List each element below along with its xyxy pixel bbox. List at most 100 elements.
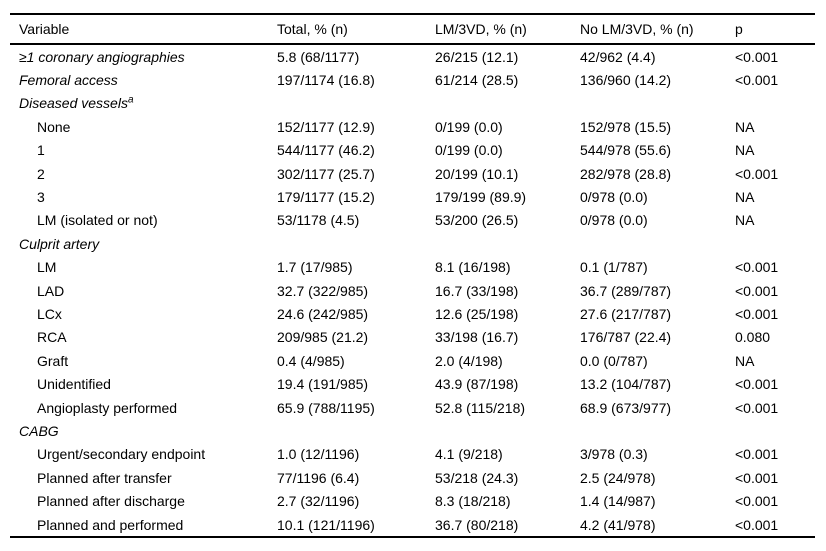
row-label-text: LAD [37, 282, 65, 299]
section-row: Diseased vesselsa [10, 92, 815, 115]
lm3vd-cell: 20/199 (10.1) [435, 165, 519, 182]
no-lm3vd-cell: 282/978 (28.8) [580, 165, 672, 182]
row-label-text: LM [37, 259, 57, 276]
row-label-text: None [37, 118, 71, 135]
row-label-text: 1 [37, 142, 45, 159]
row-label: Planned after discharge [10, 489, 277, 512]
row-label: Unidentified [10, 372, 277, 395]
no-lm3vd-cell: 36.7 (289/787) [580, 282, 672, 299]
row-label-text: Graft [37, 352, 69, 369]
table-row: 3 179/1177 (15.2) 179/199 (89.9) 0/978 (0.0… [10, 185, 815, 208]
no-lm3vd-cell: 2.5 (24/978) [580, 469, 656, 486]
table-header: Variable Total, % (n) LM/3VD, % (n) No L… [10, 14, 815, 44]
lm3vd-cell: 53/200 (26.5) [435, 212, 519, 229]
table-row: Planned after transfer 77/1196 (6.4) 53/21… [10, 466, 815, 489]
row-label: Culprit artery [10, 232, 277, 255]
header-row: Variable Total, % (n) LM/3VD, % (n) No L… [10, 14, 815, 44]
table-row: Planned after discharge 2.7 (32/1196) 8.3 … [10, 489, 815, 512]
row-label-text: Planned after transfer [37, 469, 172, 486]
p-value-cell: <0.001 [735, 282, 779, 299]
p-value-cell: <0.001 [735, 493, 779, 510]
total-cell [277, 419, 435, 442]
row-label-text: Planned after discharge [37, 493, 185, 510]
table-row: Graft 0.4 (4/985) 2.0 (4/198) 0.0 (0/787) NA [10, 349, 815, 372]
row-label: Planned and performed [10, 513, 277, 537]
no-lm3vd-cell: 27.6 (217/787) [580, 305, 672, 322]
lm3vd-cell: 0/199 (0.0) [435, 118, 503, 135]
table-row: RCA 209/985 (21.2) 33/198 (16.7) 176/787 (2… [10, 326, 815, 349]
p-value-cell [735, 232, 815, 255]
table-row: LAD 32.7 (322/985) 16.7 (33/198) 36.7 (289/… [10, 279, 815, 302]
lm3vd-cell: 8.1 (16/198) [435, 259, 511, 276]
p-value-cell: <0.001 [735, 72, 779, 89]
col-header-p: p [735, 21, 743, 37]
table-row: Femoral access 197/1174 (16.8) 61/214 (28.… [10, 68, 815, 91]
no-lm3vd-cell: 4.2 (41/978) [580, 516, 656, 533]
row-label: Diseased vesselsa [10, 92, 277, 115]
table-row: ≥1 coronary angiographies 5.8 (68/1177) 26… [10, 44, 815, 68]
no-lm3vd-cell: 176/787 (22.4) [580, 329, 672, 346]
p-value-cell: <0.001 [735, 376, 779, 393]
row-label-text: RCA [37, 329, 67, 346]
lm3vd-cell [435, 232, 580, 255]
total-cell: 24.6 (242/985) [277, 305, 369, 322]
lm3vd-cell [435, 92, 580, 115]
p-value-cell [735, 92, 815, 115]
table-row: 1 544/1177 (46.2) 0/199 (0.0) 544/978 (55.6… [10, 139, 815, 162]
lm3vd-cell: 12.6 (25/198) [435, 305, 519, 322]
row-label: Graft [10, 349, 277, 372]
row-label-text: Femoral access [19, 72, 118, 89]
col-header-total: Total, % (n) [277, 21, 348, 37]
table-row: LM (isolated or not) 53/1178 (4.5) 53/200 … [10, 209, 815, 232]
row-label: 3 [10, 185, 277, 208]
no-lm3vd-cell: 1.4 (14/987) [580, 493, 656, 510]
lm3vd-cell: 36.7 (80/218) [435, 516, 519, 533]
p-value-cell: NA [735, 118, 755, 135]
row-label: RCA [10, 326, 277, 349]
table-row: None 152/1177 (12.9) 0/199 (0.0) 152/978 (1… [10, 115, 815, 138]
p-value-cell: <0.001 [735, 48, 779, 65]
lm3vd-cell: 52.8 (115/218) [435, 399, 526, 416]
row-label: CABG [10, 419, 277, 442]
row-label-text: 3 [37, 189, 45, 206]
no-lm3vd-cell: 136/960 (14.2) [580, 72, 672, 89]
p-value-cell: <0.001 [735, 165, 779, 182]
lm3vd-cell: 26/215 (12.1) [435, 48, 519, 65]
row-label: Angioplasty performed [10, 396, 277, 419]
lm3vd-cell: 179/199 (89.9) [435, 189, 527, 206]
lm3vd-cell: 53/218 (24.3) [435, 469, 519, 486]
total-cell: 0.4 (4/985) [277, 352, 345, 369]
row-label-text: 2 [37, 165, 45, 182]
table-row: Angioplasty performed 65.9 (788/1195) 52.8… [10, 396, 815, 419]
p-value-cell: NA [735, 212, 755, 229]
table-row: Planned and performed 10.1 (121/1196) 36.7… [10, 513, 815, 537]
no-lm3vd-cell: 0/978 (0.0) [580, 189, 648, 206]
lm3vd-cell: 16.7 (33/198) [435, 282, 519, 299]
p-value-cell: NA [735, 352, 755, 369]
p-value-cell: <0.001 [735, 305, 779, 322]
table-row: 2 302/1177 (25.7) 20/199 (10.1) 282/978 (28… [10, 162, 815, 185]
table-body: ≥1 coronary angiographies 5.8 (68/1177) 26… [10, 44, 815, 537]
col-header-no-lm3vd: No LM/3VD, % (n) [580, 21, 694, 37]
no-lm3vd-cell: 0/978 (0.0) [580, 212, 648, 229]
no-lm3vd-cell [580, 419, 735, 442]
row-label-text: Planned and performed [37, 516, 184, 533]
table-row: LM 1.7 (17/985) 8.1 (16/198) 0.1 (1/787) <0.… [10, 256, 815, 279]
total-cell: 209/985 (21.2) [277, 329, 369, 346]
total-cell: 302/1177 (25.7) [277, 165, 375, 182]
row-label: Planned after transfer [10, 466, 277, 489]
total-cell: 152/1177 (12.9) [277, 118, 375, 135]
lm3vd-cell: 8.3 (18/218) [435, 493, 511, 510]
p-value-cell: <0.001 [735, 399, 779, 416]
col-header-variable: Variable [19, 21, 70, 37]
row-label: LM [10, 256, 277, 279]
p-value-cell: 0.080 [735, 329, 771, 346]
row-label: ≥1 coronary angiographies [10, 44, 277, 68]
no-lm3vd-cell: 3/978 (0.3) [580, 446, 648, 463]
row-label: LCx [10, 302, 277, 325]
clinical-characteristics-table: Variable Total, % (n) LM/3VD, % (n) No L… [10, 13, 815, 539]
section-row: CABG [10, 419, 815, 442]
total-cell: 77/1196 (6.4) [277, 469, 360, 486]
lm3vd-cell: 0/199 (0.0) [435, 142, 503, 159]
row-label: LM (isolated or not) [10, 209, 277, 232]
